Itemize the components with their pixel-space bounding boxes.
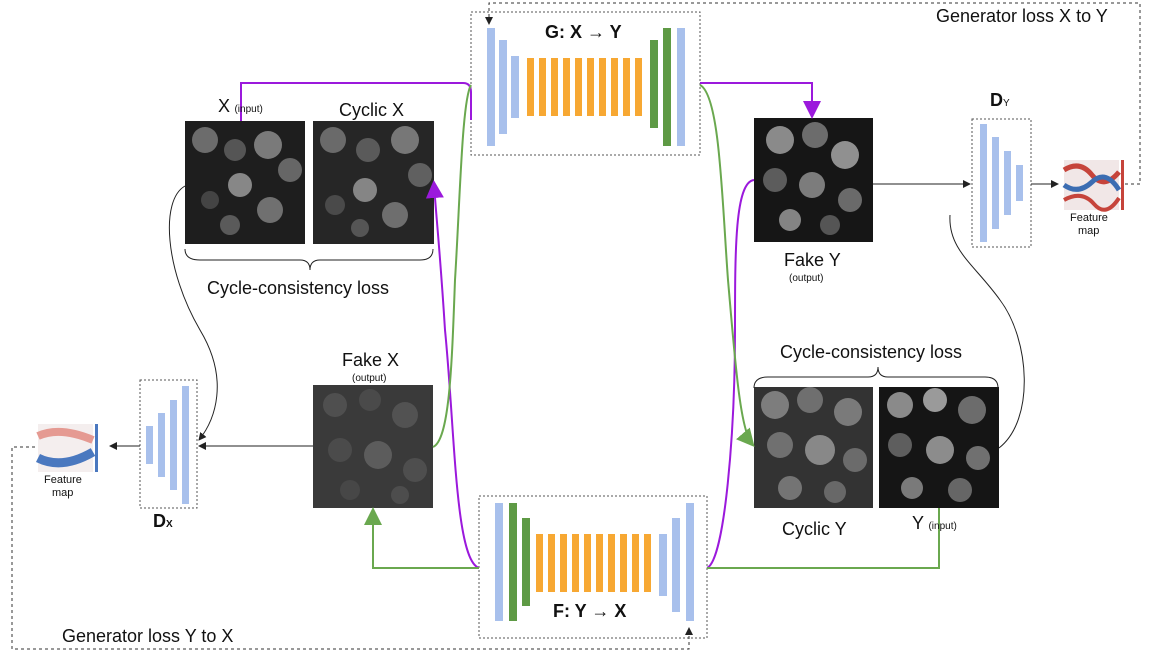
label-dx: DX	[153, 511, 173, 531]
label-cyclic-x: Cyclic X	[339, 100, 405, 120]
generator-g-label: G: X → Y	[545, 22, 622, 42]
f-res-blocks	[536, 534, 651, 592]
label-fake-x-sub: (output)	[352, 373, 387, 384]
feature-map-dy	[1062, 160, 1124, 212]
dx-layer	[182, 386, 189, 504]
g-layer	[487, 28, 495, 146]
cycle-loss-top-label: Cycle-consistency loss	[207, 278, 390, 298]
discriminator-dx	[139, 379, 198, 509]
dy-layer	[980, 124, 987, 242]
g-layer	[650, 40, 658, 128]
label-fake-y: Fake Y	[784, 250, 841, 270]
image-cyclic-x	[313, 121, 434, 244]
generator-f	[478, 495, 708, 639]
dy-layer	[1016, 165, 1023, 201]
f-layer	[509, 503, 517, 621]
discriminator-dy	[971, 118, 1032, 248]
arrow-x-to-dx	[168, 185, 218, 441]
f-layer	[495, 503, 503, 621]
label-fake-y-sub: (output)	[789, 273, 824, 284]
g-layer	[511, 56, 519, 118]
g-layer	[663, 28, 671, 146]
arrow-fake-y-to-f	[706, 179, 755, 569]
g-res-blocks	[527, 58, 642, 116]
arrow-f-to-fake-x	[364, 507, 479, 569]
g-layer	[499, 40, 507, 134]
image-fake-x	[313, 385, 433, 508]
feature-map-dx-label-1: Feature	[44, 474, 82, 486]
arrow-cyclic-y-to-dy	[949, 214, 1025, 449]
feature-map-dx-label-2: map	[52, 487, 74, 499]
arrow-y-to-f	[707, 508, 940, 569]
image-cyclic-y	[754, 387, 873, 508]
label-fake-x: Fake X	[342, 350, 400, 370]
arrow-g-to-cyclic-y	[699, 84, 755, 448]
image-fake-y	[754, 118, 873, 242]
dy-frame	[971, 118, 1032, 248]
dx-layer	[170, 400, 177, 490]
label-cyclic-y: Cyclic Y	[782, 519, 847, 539]
gen-loss-x-to-y-line	[485, 2, 1141, 185]
image-x-input	[185, 121, 305, 244]
dy-layer	[1004, 151, 1011, 215]
feature-map-dy-label-1: Feature	[1070, 212, 1108, 224]
f-layer	[672, 518, 680, 612]
label-dy: DY	[990, 90, 1010, 110]
gen-loss-y-to-x-line	[11, 446, 693, 650]
arrow-x-to-g	[240, 82, 472, 121]
feature-map-dy-label-2: map	[1078, 225, 1100, 237]
generator-f-label: F: Y → X	[553, 601, 627, 621]
brace-cycle-right	[753, 366, 999, 389]
feature-map-dx	[35, 424, 98, 472]
gen-loss-x-to-y-label: Generator loss X to Y	[936, 6, 1108, 26]
f-layer	[659, 534, 667, 596]
image-y-input	[879, 387, 999, 508]
arrow-g-to-fake-y	[700, 82, 821, 119]
dx-frame	[139, 379, 198, 509]
dy-layer	[992, 137, 999, 229]
label-x-input: X (input)	[218, 96, 263, 116]
cycle-loss-right-label: Cycle-consistency loss	[780, 342, 963, 362]
gen-loss-y-to-x-label: Generator loss Y to X	[62, 626, 234, 646]
f-layer	[522, 518, 530, 606]
f-layer	[686, 503, 694, 621]
generator-g	[470, 11, 701, 156]
dx-layer	[146, 426, 153, 464]
arrow-f-to-cyclic-x	[425, 180, 480, 569]
brace-cycle-top	[184, 248, 434, 271]
label-y-input: Y (input)	[912, 513, 957, 533]
g-layer	[677, 28, 685, 146]
arrow-fake-x-to-g	[432, 84, 472, 448]
dx-layer	[158, 413, 165, 477]
